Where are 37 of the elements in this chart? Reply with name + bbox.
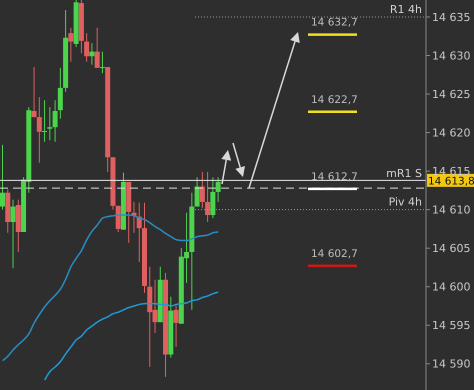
candlestick: [0, 144, 5, 210]
candlestick: [89, 42, 94, 66]
y-tick-label: 14 600: [432, 280, 470, 294]
candlestick: [58, 67, 63, 120]
y-tick-label: 14 635: [432, 10, 470, 24]
ref-line-label: mR1 S: [386, 167, 422, 180]
candlestick: [42, 100, 48, 142]
candlestick: [68, 27, 74, 62]
y-tick-label: 14 605: [432, 242, 470, 256]
candlestick: [10, 199, 16, 269]
candlestick: [52, 100, 58, 142]
y-tick-label: 14 595: [432, 319, 470, 332]
ref-line-label: 14 602,7: [311, 248, 358, 260]
candlestick: [94, 27, 100, 68]
candlestick: [174, 304, 179, 348]
y-tick-label: 14 630: [432, 49, 470, 62]
line-series: [44, 291, 220, 381]
candlestick: [205, 171, 210, 222]
y-tick-label: 14 610: [432, 204, 470, 217]
candlestick: [194, 176, 200, 208]
ref-line-label: 14 612,7: [311, 170, 358, 183]
candlestick: [200, 171, 205, 209]
candlestick: [47, 106, 52, 141]
candlestick: [216, 176, 221, 202]
candlestick: [210, 176, 216, 219]
ref-line-label: 14 622,7: [311, 94, 358, 106]
y-tick-label: 14 590: [432, 358, 470, 371]
candlestick: [32, 66, 37, 118]
y-tick-label: 14 625: [432, 88, 470, 101]
y-tick-label: 14 620: [432, 126, 470, 140]
ref-line-label: 14 613,8: [428, 175, 474, 188]
candlestick: [36, 96, 42, 164]
candlestick: [84, 32, 90, 62]
ref-line-label: Piv 4h: [388, 196, 422, 209]
ref-line-label: 14 632,7: [311, 16, 358, 29]
ref-line-label: R1 4h: [390, 2, 422, 16]
candlestick: [100, 51, 105, 74]
